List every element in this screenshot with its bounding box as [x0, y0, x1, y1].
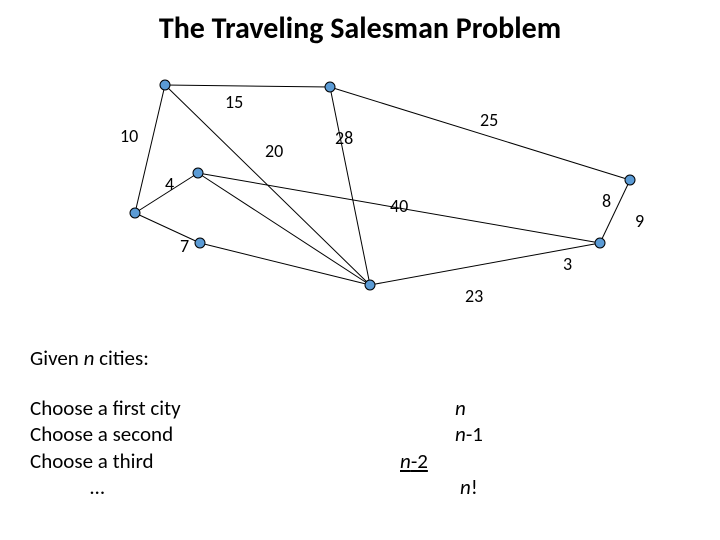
count-nf-suffix: !: [471, 474, 478, 500]
count-n2-var: n: [400, 448, 411, 474]
edge-A-G: [135, 85, 165, 213]
tsp-graph: 1525102820440897323: [80, 65, 640, 310]
count-n1-var: n: [455, 421, 466, 447]
edge-label-9: 9: [635, 210, 644, 232]
edge-label-3: 3: [563, 253, 572, 275]
count-n-2: n-2: [400, 448, 483, 474]
edge-label-15: 15: [225, 91, 243, 113]
count-n: n: [455, 395, 483, 421]
edge-B-C: [330, 87, 630, 180]
edge-label-20: 20: [265, 140, 283, 162]
edge-label-10: 10: [120, 125, 138, 147]
given-n: n: [84, 345, 95, 371]
given-text-2: cities:: [94, 345, 148, 371]
count-n-var: n: [455, 395, 466, 421]
count-n2-suffix: -2: [411, 448, 428, 474]
node-C: [625, 175, 635, 185]
edge-B-E: [330, 87, 370, 285]
edge-label-8: 8: [602, 190, 611, 212]
count-n1-suffix: -1: [466, 421, 483, 447]
node-F: [195, 238, 205, 248]
edge-H-E: [198, 173, 370, 285]
node-E: [365, 280, 375, 290]
node-B: [325, 82, 335, 92]
edge-label-23: 23: [465, 285, 483, 307]
edge-A-B: [165, 85, 330, 87]
edge-F-G: [135, 213, 200, 243]
edge-label-4: 4: [165, 173, 174, 195]
graph-canvas: [80, 65, 640, 310]
choose-third: Choose a third: [30, 448, 181, 474]
choose-ellipsis: …: [90, 474, 181, 500]
count-nf-var: n: [460, 474, 471, 500]
given-text-1: Given: [30, 345, 84, 371]
edge-E-F: [200, 243, 370, 285]
page-title: The Traveling Salesman Problem: [0, 10, 720, 47]
count-n-fact: n!: [460, 474, 483, 500]
choose-first: Choose a first city: [30, 395, 181, 421]
choose-lines: Choose a first city Choose a second Choo…: [30, 395, 181, 500]
count-column: n n-1 n-2 n!: [400, 395, 483, 500]
count-n-1: n-1: [455, 421, 483, 447]
edge-label-25: 25: [480, 109, 498, 131]
node-D: [595, 238, 605, 248]
edge-label-40: 40: [390, 195, 408, 217]
node-H: [193, 168, 203, 178]
node-G: [130, 208, 140, 218]
given-line: Given n cities:: [30, 345, 149, 371]
choose-second: Choose a second: [30, 421, 181, 447]
edge-label-7: 7: [180, 235, 189, 257]
node-A: [160, 80, 170, 90]
edge-label-28: 28: [335, 127, 353, 149]
